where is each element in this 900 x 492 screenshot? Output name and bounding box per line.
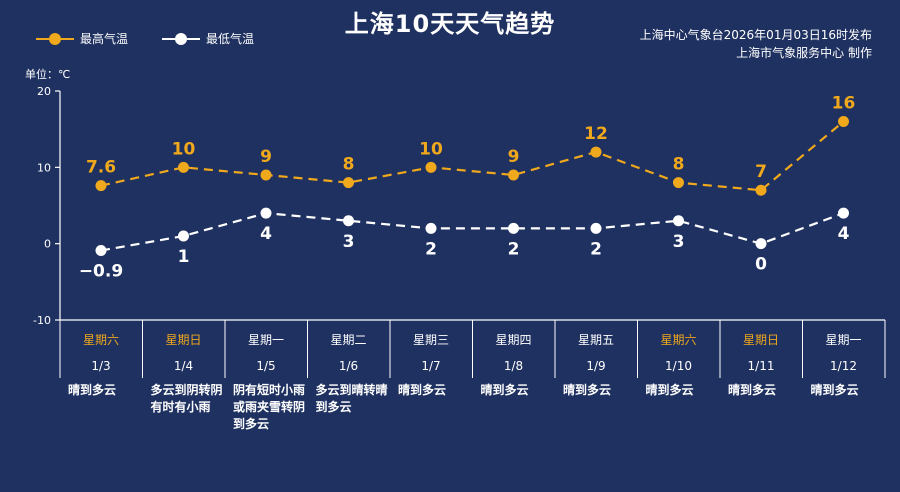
date-label: 1/4	[174, 359, 193, 373]
y-tick-label: -10	[33, 314, 51, 327]
high-temp-label: 8	[673, 155, 685, 175]
weather-description: 晴到多云	[811, 382, 859, 397]
weather-description: 晴到多云	[481, 382, 529, 397]
source-line-2: 上海市气象服务中心 制作	[736, 46, 872, 60]
low-temp-point	[590, 222, 602, 234]
legend: 最高气温 最低气温	[36, 30, 254, 47]
low-temp-point	[755, 238, 767, 250]
date-label: 1/10	[665, 359, 692, 373]
high-temp-label: 10	[172, 139, 196, 159]
weekday-label: 星期日	[165, 333, 201, 347]
low-temp-label: 4	[838, 224, 850, 244]
date-label: 1/6	[339, 359, 358, 373]
weekday-label: 星期三	[413, 333, 449, 347]
low-temp-line	[100, 212, 844, 252]
weather-description: 有时有小雨	[151, 399, 211, 414]
date-label: 1/3	[91, 359, 110, 373]
source-line-1: 上海中心气象台2026年01月03日16时发布	[639, 28, 872, 42]
low-temp-label: 2	[425, 239, 437, 259]
date-label: 1/9	[586, 359, 605, 373]
high-temp-point	[755, 184, 767, 196]
legend-low-marker	[162, 32, 201, 46]
weather-description: 到多云	[316, 399, 352, 414]
low-temp-point	[838, 207, 849, 219]
high-temp-point	[260, 169, 272, 181]
high-temp-point	[590, 146, 602, 158]
weekday-label: 星期二	[330, 333, 366, 347]
low-temp-point	[425, 222, 437, 234]
weather-description: 阴有短时小雨	[233, 382, 305, 397]
weather-description: 或雨夹雪转阴	[233, 399, 305, 414]
low-temp-label: 3	[673, 232, 685, 252]
low-temp-point	[673, 215, 684, 227]
weather-description: 多云到阴转阴	[151, 382, 223, 397]
high-temp-label: 8	[343, 155, 355, 175]
low-temp-point	[260, 207, 272, 219]
weekday-label: 星期四	[495, 333, 531, 347]
date-label: 1/5	[256, 359, 275, 373]
low-temp-label: 0	[755, 255, 767, 275]
date-label: 1/7	[421, 359, 440, 373]
legend-high-label: 最高气温	[80, 32, 129, 46]
low-temp-point	[95, 245, 107, 257]
legend-item-high: 最高气温	[36, 30, 128, 47]
low-temp-label: 4	[260, 224, 272, 244]
y-tick-label: 10	[37, 161, 51, 174]
date-label: 1/11	[748, 359, 775, 373]
high-temp-point	[343, 177, 354, 189]
high-temp-point	[838, 116, 849, 128]
chart-title: 上海10天天气趋势	[344, 10, 556, 38]
low-temp-label: 2	[508, 239, 520, 259]
high-temp-label: 10	[419, 139, 443, 159]
high-temp-point	[425, 161, 437, 173]
low-temp-point	[343, 215, 354, 227]
high-temp-label: 7.6	[86, 158, 116, 178]
weather-description: 晴到多云	[68, 382, 116, 397]
low-temp-label: −0.9	[79, 262, 123, 282]
high-temp-point	[508, 169, 519, 181]
high-temp-point	[178, 161, 189, 173]
high-temp-label: 9	[508, 147, 520, 167]
high-temp-point	[95, 180, 107, 192]
high-temp-label: 7	[755, 162, 767, 182]
low-temp-label: 3	[343, 232, 355, 252]
low-temp-point	[508, 222, 519, 234]
low-temp-label: 1	[178, 247, 190, 267]
low-temp-point	[178, 230, 189, 242]
high-temp-label: 9	[260, 147, 272, 167]
weekday-label: 星期六	[660, 333, 696, 347]
weekday-label: 星期一	[248, 333, 284, 347]
y-axis-unit-label: 单位：℃	[25, 67, 70, 81]
y-tick-label: 20	[37, 85, 51, 98]
weekday-label: 星期六	[83, 333, 119, 347]
y-tick-label: 0	[44, 238, 51, 251]
weather-description: 晴到多云	[646, 382, 694, 397]
weekday-label: 星期五	[578, 333, 614, 347]
legend-low-label: 最低气温	[206, 32, 255, 46]
high-temp-label: 12	[584, 124, 608, 144]
weekday-label: 星期一	[825, 333, 861, 347]
weather-description: 晴到多云	[398, 382, 446, 397]
date-label: 1/8	[504, 359, 523, 373]
high-temp-point	[673, 177, 684, 189]
low-temp-label: 2	[590, 239, 602, 259]
high-temp-label: 16	[832, 94, 856, 114]
legend-high-marker	[36, 32, 74, 46]
weekday-label: 星期日	[743, 333, 779, 347]
weather-description: 晴到多云	[728, 382, 776, 397]
source-info: 上海中心气象台2026年01月03日16时发布 上海市气象服务中心 制作	[640, 26, 872, 62]
weather-description: 晴到多云	[563, 382, 611, 397]
date-label: 1/12	[830, 359, 857, 373]
high-temp-line	[100, 120, 845, 192]
legend-item-low: 最低气温	[162, 30, 254, 47]
weather-description: 多云到晴转晴	[316, 382, 388, 397]
weather-description: 到多云	[233, 416, 269, 431]
